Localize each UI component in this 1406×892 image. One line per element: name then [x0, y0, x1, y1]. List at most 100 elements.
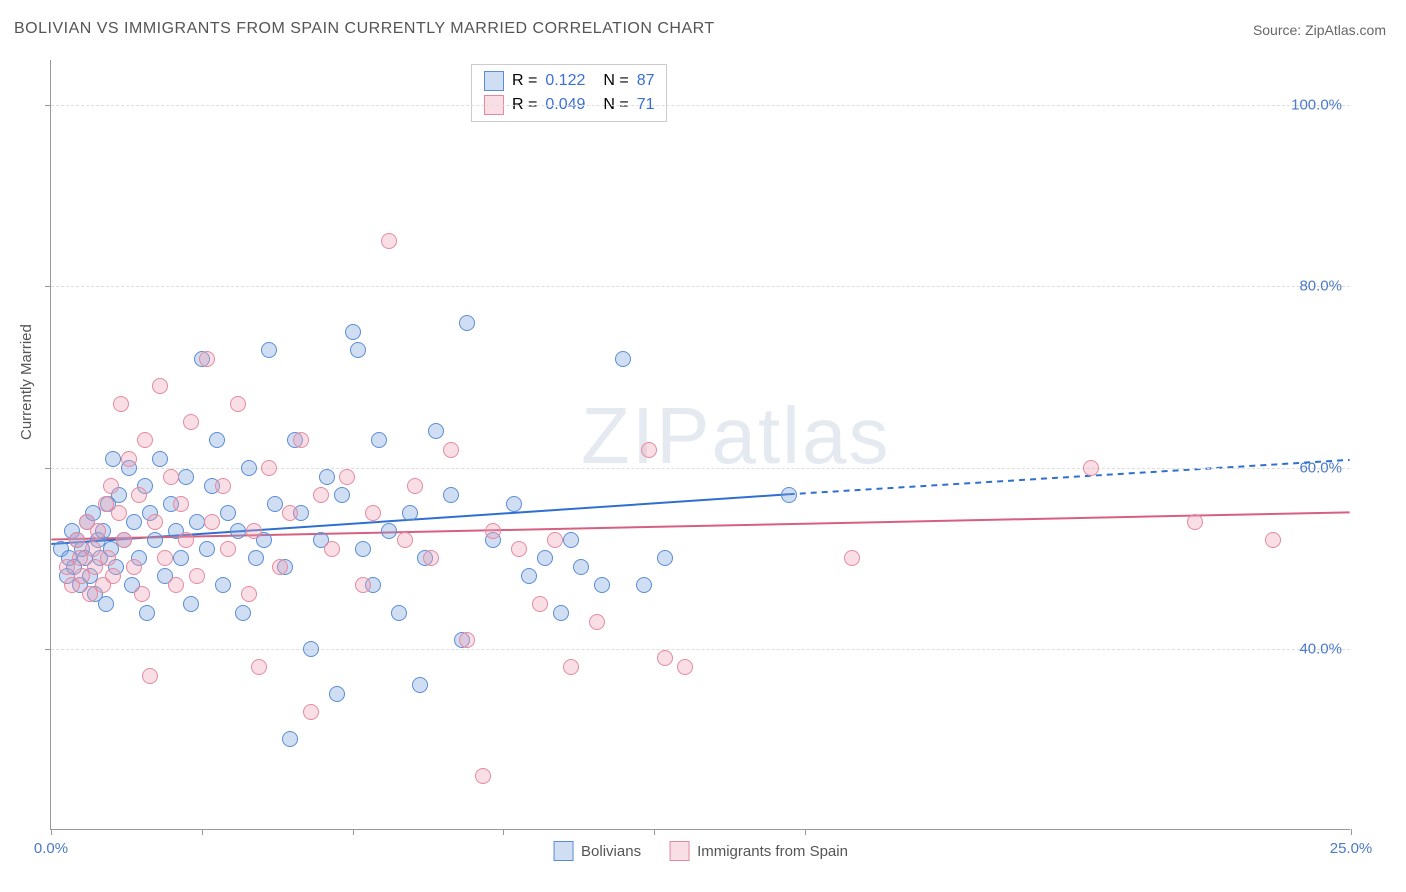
- scatter-point: [230, 396, 246, 412]
- legend-label-bolivian: Bolivians: [581, 843, 641, 860]
- scatter-point: [485, 523, 501, 539]
- scatter-point: [267, 496, 283, 512]
- scatter-point: [412, 677, 428, 693]
- xtick-mark: [51, 829, 52, 835]
- scatter-point: [443, 487, 459, 503]
- swatch-bolivian: [484, 71, 504, 91]
- scatter-point: [121, 451, 137, 467]
- scatter-point: [381, 523, 397, 539]
- scatter-point: [521, 568, 537, 584]
- scatter-point: [1083, 460, 1099, 476]
- scatter-point: [246, 523, 262, 539]
- scatter-point: [248, 550, 264, 566]
- scatter-point: [657, 550, 673, 566]
- n-value-bolivian: 87: [637, 72, 655, 90]
- watermark-zip: ZIP: [581, 391, 711, 480]
- scatter-point: [355, 577, 371, 593]
- scatter-point: [844, 550, 860, 566]
- scatter-point: [183, 596, 199, 612]
- scatter-point: [126, 514, 142, 530]
- scatter-point: [157, 550, 173, 566]
- scatter-point: [594, 577, 610, 593]
- scatter-point: [371, 432, 387, 448]
- xtick-mark: [805, 829, 806, 835]
- scatter-point: [537, 550, 553, 566]
- scatter-point: [189, 568, 205, 584]
- scatter-point: [235, 605, 251, 621]
- scatter-point: [282, 731, 298, 747]
- scatter-point: [189, 514, 205, 530]
- ytick-mark: [45, 105, 51, 106]
- xtick-mark: [654, 829, 655, 835]
- scatter-point: [113, 396, 129, 412]
- scatter-point: [407, 478, 423, 494]
- ytick-label: 80.0%: [1299, 278, 1342, 295]
- scatter-point: [636, 577, 652, 593]
- scatter-point: [241, 586, 257, 602]
- ytick-mark: [45, 286, 51, 287]
- r-label: R =: [512, 72, 537, 90]
- swatch-bolivian-icon: [553, 841, 573, 861]
- scatter-point: [215, 577, 231, 593]
- legend-series: Bolivians Immigrants from Spain: [553, 841, 848, 861]
- scatter-point: [137, 432, 153, 448]
- scatter-point: [459, 315, 475, 331]
- scatter-point: [293, 432, 309, 448]
- xtick-mark: [202, 829, 203, 835]
- gridline: [51, 105, 1350, 106]
- ytick-label: 60.0%: [1299, 459, 1342, 476]
- scatter-point: [506, 496, 522, 512]
- scatter-point: [397, 532, 413, 548]
- scatter-point: [391, 605, 407, 621]
- scatter-point: [261, 342, 277, 358]
- scatter-point: [475, 768, 491, 784]
- xtick-mark: [503, 829, 504, 835]
- scatter-point: [251, 659, 267, 675]
- scatter-point: [657, 650, 673, 666]
- scatter-point: [241, 460, 257, 476]
- swatch-spain-icon: [669, 841, 689, 861]
- scatter-point: [178, 469, 194, 485]
- scatter-point: [423, 550, 439, 566]
- scatter-point: [319, 469, 335, 485]
- legend-item-spain: Immigrants from Spain: [669, 841, 848, 861]
- scatter-point: [98, 596, 114, 612]
- y-axis-label: Currently Married: [18, 324, 35, 440]
- scatter-point: [781, 487, 797, 503]
- legend-label-spain: Immigrants from Spain: [697, 843, 848, 860]
- scatter-point: [85, 541, 101, 557]
- scatter-point: [116, 532, 132, 548]
- scatter-point: [103, 478, 119, 494]
- scatter-point: [272, 559, 288, 575]
- watermark-atlas: atlas: [711, 391, 890, 480]
- scatter-point: [547, 532, 563, 548]
- trend-lines-layer: [51, 60, 1350, 829]
- source-label: Source: ZipAtlas.com: [1253, 22, 1386, 38]
- n-label: N =: [603, 72, 628, 90]
- ytick-mark: [45, 468, 51, 469]
- chart-plot-area: ZIPatlas R = 0.122 N = 87 R = 0.049 N = …: [50, 60, 1350, 830]
- xtick-mark: [1351, 829, 1352, 835]
- scatter-point: [139, 605, 155, 621]
- ytick-label: 40.0%: [1299, 640, 1342, 657]
- scatter-point: [365, 505, 381, 521]
- scatter-point: [573, 559, 589, 575]
- scatter-point: [100, 550, 116, 566]
- scatter-point: [355, 541, 371, 557]
- scatter-point: [459, 632, 475, 648]
- scatter-point: [215, 478, 231, 494]
- scatter-point: [329, 686, 345, 702]
- scatter-point: [563, 532, 579, 548]
- xtick-mark: [353, 829, 354, 835]
- scatter-point: [677, 659, 693, 675]
- scatter-point: [313, 487, 329, 503]
- r-value-bolivian: 0.122: [545, 72, 595, 90]
- xtick-label: 0.0%: [34, 840, 68, 857]
- scatter-point: [641, 442, 657, 458]
- scatter-point: [615, 351, 631, 367]
- gridline: [51, 649, 1350, 650]
- scatter-point: [152, 378, 168, 394]
- scatter-point: [220, 541, 236, 557]
- xtick-label: 25.0%: [1330, 840, 1373, 857]
- scatter-point: [532, 596, 548, 612]
